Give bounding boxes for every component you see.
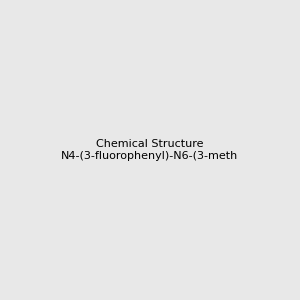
Text: Chemical Structure
N4-(3-fluorophenyl)-N6-(3-meth: Chemical Structure N4-(3-fluorophenyl)-N… bbox=[61, 139, 239, 161]
